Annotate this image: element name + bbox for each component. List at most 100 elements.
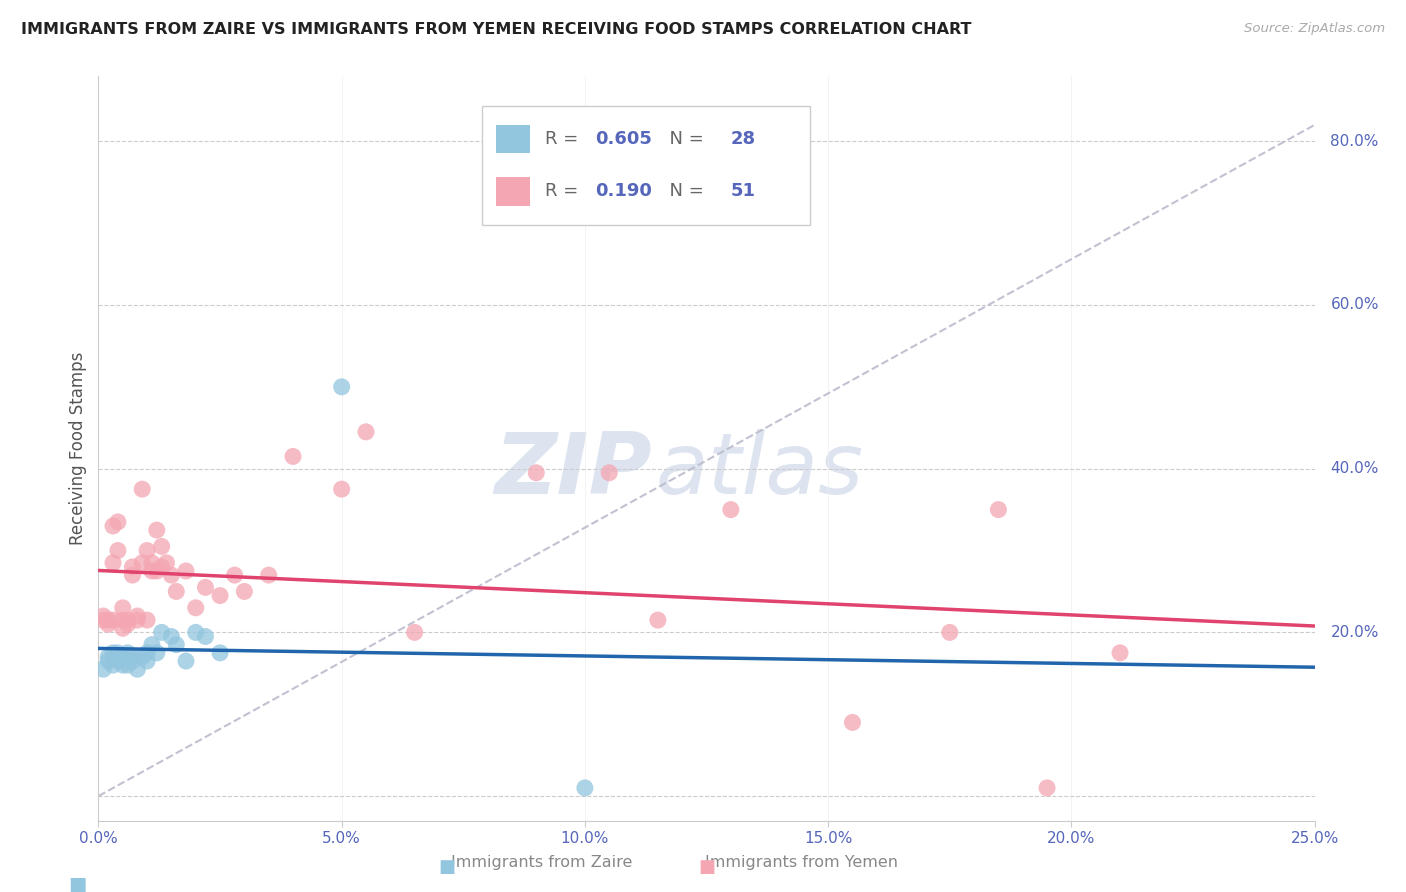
Point xyxy=(987,502,1010,516)
Point xyxy=(136,654,159,668)
Text: ■: ■ xyxy=(67,874,86,892)
Point xyxy=(91,613,114,627)
Point xyxy=(107,654,129,668)
Point xyxy=(136,646,159,660)
Point xyxy=(131,556,153,570)
Point xyxy=(209,589,232,603)
Text: 51: 51 xyxy=(731,183,756,201)
Point xyxy=(165,584,187,599)
Point xyxy=(136,613,159,627)
Point xyxy=(121,654,143,668)
Point xyxy=(404,625,426,640)
Point xyxy=(127,662,149,676)
Y-axis label: Receiving Food Stamps: Receiving Food Stamps xyxy=(69,351,87,545)
FancyBboxPatch shape xyxy=(481,105,810,225)
Text: atlas: atlas xyxy=(655,429,863,512)
Text: 60.0%: 60.0% xyxy=(1330,298,1379,312)
Text: 80.0%: 80.0% xyxy=(1330,134,1379,149)
FancyBboxPatch shape xyxy=(496,125,530,153)
Point xyxy=(598,466,620,480)
Point xyxy=(257,568,280,582)
Point xyxy=(1036,780,1059,795)
Point xyxy=(647,613,669,627)
Text: 0.605: 0.605 xyxy=(595,130,651,148)
Text: Source: ZipAtlas.com: Source: ZipAtlas.com xyxy=(1244,22,1385,36)
Text: R =: R = xyxy=(544,183,583,201)
Point xyxy=(146,646,169,660)
Point xyxy=(97,613,120,627)
Point xyxy=(150,540,173,554)
Point xyxy=(141,556,163,570)
Text: Immigrants from Yemen: Immigrants from Yemen xyxy=(704,855,898,870)
Point xyxy=(160,568,183,582)
Point xyxy=(117,613,139,627)
Point xyxy=(101,613,124,627)
Point xyxy=(209,646,232,660)
Point xyxy=(146,564,169,578)
Text: ■: ■ xyxy=(439,858,456,876)
Point xyxy=(720,502,742,516)
Text: 28: 28 xyxy=(731,130,756,148)
Point xyxy=(127,609,149,624)
Point xyxy=(127,613,149,627)
Point xyxy=(141,638,163,652)
Point xyxy=(117,658,139,673)
Text: N =: N = xyxy=(658,183,710,201)
Point xyxy=(111,649,134,664)
Point xyxy=(194,630,217,644)
Point xyxy=(91,662,114,676)
Point xyxy=(194,580,217,594)
Point xyxy=(107,543,129,558)
Text: 20.0%: 20.0% xyxy=(1330,625,1379,640)
Point xyxy=(174,564,197,578)
Point xyxy=(224,568,246,582)
Point xyxy=(111,613,134,627)
Text: 40.0%: 40.0% xyxy=(1330,461,1379,476)
Point xyxy=(330,380,353,394)
Point xyxy=(1109,646,1132,660)
Text: 0.190: 0.190 xyxy=(595,183,651,201)
Point xyxy=(165,638,187,652)
Point xyxy=(174,654,197,668)
Point xyxy=(101,658,124,673)
Text: Immigrants from Zaire: Immigrants from Zaire xyxy=(450,855,633,870)
Point xyxy=(160,630,183,644)
Point xyxy=(97,654,120,668)
Point xyxy=(131,649,153,664)
Text: N =: N = xyxy=(658,130,710,148)
Point xyxy=(121,560,143,574)
Point xyxy=(107,646,129,660)
Point xyxy=(354,425,377,439)
Point xyxy=(233,584,256,599)
Point xyxy=(939,625,962,640)
Point xyxy=(184,625,207,640)
Point xyxy=(101,646,124,660)
Point xyxy=(150,560,173,574)
Point xyxy=(121,568,143,582)
Point xyxy=(281,450,304,464)
Point xyxy=(330,482,353,496)
Point xyxy=(524,466,547,480)
Point xyxy=(101,556,124,570)
Point xyxy=(141,564,163,578)
Point xyxy=(131,482,153,496)
Text: IMMIGRANTS FROM ZAIRE VS IMMIGRANTS FROM YEMEN RECEIVING FOOD STAMPS CORRELATION: IMMIGRANTS FROM ZAIRE VS IMMIGRANTS FROM… xyxy=(21,22,972,37)
Point xyxy=(111,600,134,615)
Point xyxy=(107,515,129,529)
Point xyxy=(117,646,139,660)
Point xyxy=(841,715,863,730)
Point xyxy=(97,649,120,664)
Text: ZIP: ZIP xyxy=(494,429,652,512)
Point xyxy=(117,617,139,632)
Point xyxy=(150,625,173,640)
Point xyxy=(111,621,134,635)
Point xyxy=(136,543,159,558)
Point xyxy=(91,609,114,624)
Point xyxy=(184,600,207,615)
Point xyxy=(101,519,124,533)
Text: ■: ■ xyxy=(699,858,716,876)
FancyBboxPatch shape xyxy=(496,178,530,205)
Point xyxy=(97,617,120,632)
Point xyxy=(155,556,177,570)
Point xyxy=(121,649,143,664)
